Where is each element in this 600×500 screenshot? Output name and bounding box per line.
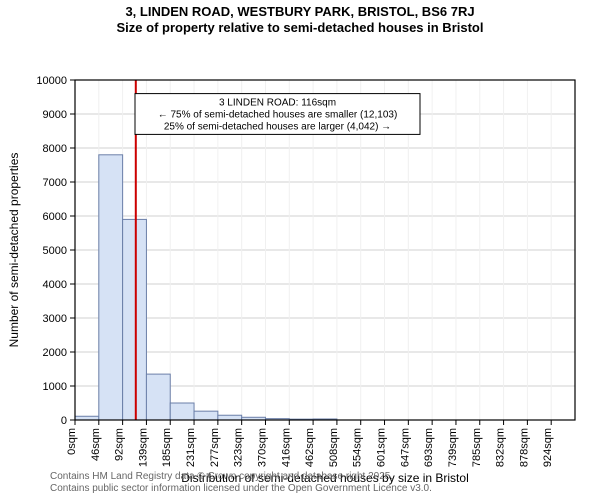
histogram-bar: [194, 411, 218, 420]
y-tick-label: 4000: [43, 279, 67, 291]
x-tick-label: 693sqm: [423, 428, 435, 467]
x-tick-label: 601sqm: [376, 428, 388, 467]
annotation-line-3: 25% of semi-detached houses are larger (…: [164, 122, 391, 133]
x-tick-label: 462sqm: [304, 428, 316, 467]
y-tick-label: 3000: [43, 313, 67, 325]
y-tick-label: 6000: [43, 211, 67, 223]
y-tick-label: 2000: [43, 347, 67, 359]
x-tick-label: 0sqm: [66, 428, 78, 455]
histogram-bar: [123, 220, 147, 421]
y-axis-label: Number of semi-detached properties: [7, 153, 21, 348]
annotation-line-2: ← 75% of semi-detached houses are smalle…: [158, 110, 398, 121]
y-tick-label: 9000: [43, 109, 67, 121]
title-line-1: 3, LINDEN ROAD, WESTBURY PARK, BRISTOL, …: [0, 4, 600, 20]
y-tick-label: 5000: [43, 245, 67, 257]
x-tick-label: 647sqm: [399, 428, 411, 467]
x-tick-label: 323sqm: [233, 428, 245, 467]
chart-title: 3, LINDEN ROAD, WESTBURY PARK, BRISTOL, …: [0, 0, 600, 35]
x-tick-label: 139sqm: [137, 428, 149, 467]
footer-attribution: Contains HM Land Registry data © Crown c…: [50, 471, 432, 495]
y-tick-label: 0: [61, 415, 67, 427]
y-tick-label: 7000: [43, 177, 67, 189]
x-tick-label: 46sqm: [90, 428, 102, 461]
y-tick-label: 1000: [43, 381, 67, 393]
x-tick-label: 185sqm: [161, 428, 173, 467]
title-line-2: Size of property relative to semi-detach…: [0, 20, 600, 36]
histogram-bar: [218, 415, 242, 420]
x-tick-label: 508sqm: [328, 428, 340, 467]
x-tick-label: 370sqm: [256, 428, 268, 467]
footer-line-1: Contains HM Land Registry data © Crown c…: [50, 471, 432, 483]
x-tick-label: 878sqm: [518, 428, 530, 467]
y-tick-label: 10000: [36, 75, 67, 87]
x-tick-label: 832sqm: [495, 428, 507, 467]
x-tick-label: 231sqm: [185, 428, 197, 467]
histogram-bar: [146, 374, 170, 420]
x-tick-label: 277sqm: [209, 428, 221, 467]
x-tick-label: 554sqm: [352, 428, 364, 467]
x-tick-label: 416sqm: [280, 428, 292, 467]
annotation-line-1: 3 LINDEN ROAD: 116sqm: [219, 98, 336, 109]
x-tick-label: 739sqm: [447, 428, 459, 467]
histogram-bar: [170, 403, 194, 420]
footer-line-2: Contains public sector information licen…: [50, 483, 432, 495]
histogram-chart: 3 LINDEN ROAD: 116sqm← 75% of semi-detac…: [0, 35, 600, 500]
y-tick-label: 8000: [43, 143, 67, 155]
histogram-bar: [99, 155, 123, 420]
x-tick-label: 785sqm: [471, 428, 483, 467]
x-tick-label: 924sqm: [542, 428, 554, 467]
x-tick-label: 92sqm: [114, 428, 126, 461]
